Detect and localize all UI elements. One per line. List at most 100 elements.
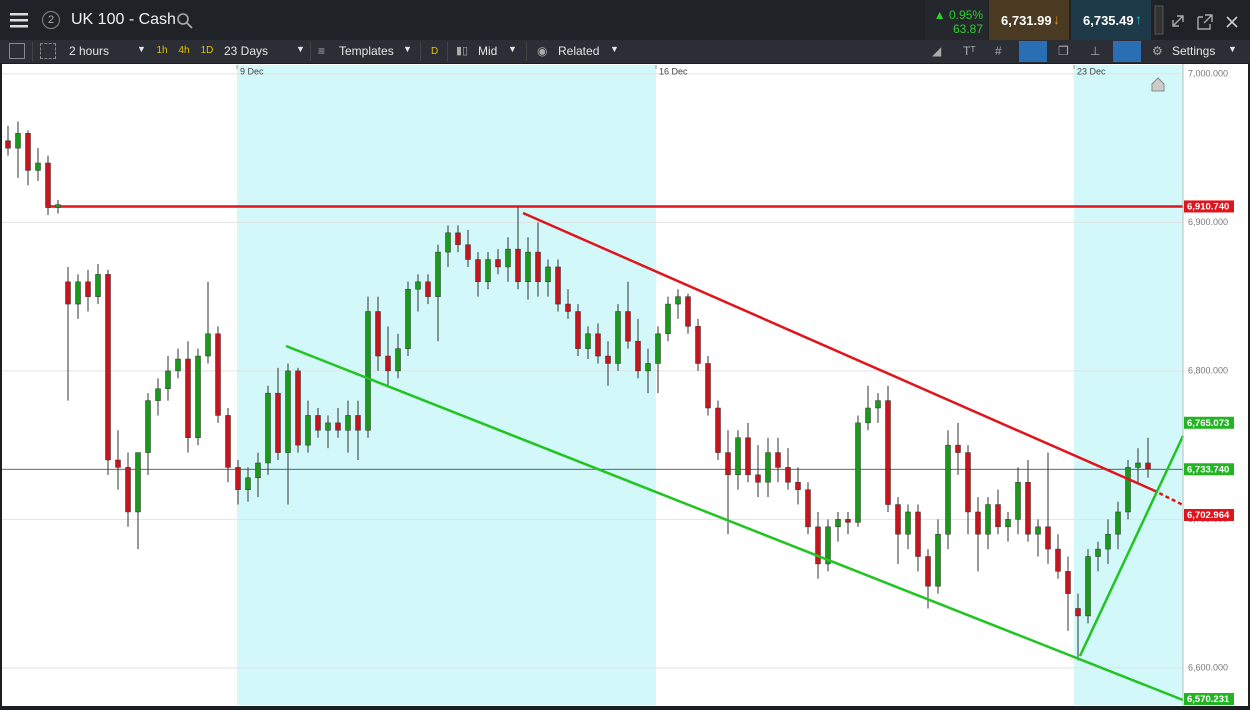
candle-body xyxy=(215,333,221,416)
dropdown-caret: ▼ xyxy=(403,44,412,54)
level-label: 6,910.740 xyxy=(1187,201,1229,212)
candle-body xyxy=(365,311,371,431)
candle-body xyxy=(115,459,121,468)
candle-body xyxy=(615,311,621,364)
candle-body xyxy=(135,452,141,513)
sell-button[interactable]: 6,731.99 ↓ xyxy=(989,0,1069,40)
interval-select[interactable]: 2 hours xyxy=(69,44,109,58)
candle-body xyxy=(845,519,851,523)
level-label: 6,702.964 xyxy=(1187,510,1230,521)
active-tool[interactable] xyxy=(1113,41,1141,62)
quick-interval[interactable]: 4h xyxy=(178,45,190,56)
dropdown-caret: ▼ xyxy=(1228,44,1237,54)
candle-body xyxy=(325,422,331,431)
candle-body xyxy=(965,452,971,513)
candle-body xyxy=(495,259,501,268)
candle-body xyxy=(945,444,951,535)
candle-body xyxy=(985,504,991,535)
candle-body xyxy=(565,303,571,312)
candle-body xyxy=(1105,533,1111,550)
candle-body xyxy=(245,477,251,490)
search-icon[interactable] xyxy=(177,13,193,29)
home-icon[interactable] xyxy=(1151,77,1165,92)
y-tick-label: 6,800.000 xyxy=(1188,365,1228,375)
grid-tool-icon[interactable]: # xyxy=(995,44,1002,58)
y-tick-label: 6,900.000 xyxy=(1188,217,1228,227)
week-shading xyxy=(1074,65,1183,705)
candle-body xyxy=(805,489,811,528)
level-label: 6,765.073 xyxy=(1187,418,1229,429)
candle-body xyxy=(875,400,881,409)
quick-interval[interactable]: 1D xyxy=(200,45,214,56)
dropdown-caret: ▼ xyxy=(296,44,305,54)
candle-body xyxy=(605,355,611,364)
x-tick-label: 9 Dec xyxy=(240,66,264,76)
active-tool[interactable] xyxy=(1019,41,1047,62)
candle-body xyxy=(725,452,731,476)
candle-body xyxy=(165,370,171,389)
candle-body xyxy=(85,281,91,297)
candle-body xyxy=(265,392,271,464)
candle-body xyxy=(95,274,101,297)
candle-body xyxy=(355,415,361,431)
candle-body xyxy=(225,415,231,468)
candle-body xyxy=(405,288,411,349)
candle-body xyxy=(395,348,401,372)
panel-icon[interactable] xyxy=(9,43,25,59)
candle-body xyxy=(335,422,341,431)
candle-body xyxy=(675,296,681,305)
popout-icon[interactable] xyxy=(1197,14,1213,30)
change-box: ▲ 0.95% 63.87 xyxy=(925,0,988,40)
candle-body xyxy=(15,133,21,149)
candle-body xyxy=(55,204,61,208)
layout-icon[interactable] xyxy=(40,43,56,59)
chart-type-icon: ▮▯ xyxy=(456,45,469,57)
settings-icon[interactable]: ⚙ xyxy=(1152,44,1163,58)
d-button[interactable]: D xyxy=(431,46,439,57)
level-label: 6,733.740 xyxy=(1187,464,1229,475)
candle-body xyxy=(905,511,911,535)
draw-tool-icon[interactable]: ◢ xyxy=(932,44,942,58)
quick-interval[interactable]: 1h xyxy=(156,45,168,56)
candle-body xyxy=(345,415,351,431)
indicator-icon[interactable]: ⊥ xyxy=(1090,44,1101,58)
templates-icon: ≡ xyxy=(318,44,326,58)
dropdown-caret: ▼ xyxy=(137,44,146,54)
level-tag xyxy=(1184,416,1234,429)
dropdown-caret: ▼ xyxy=(610,44,619,54)
close-icon[interactable] xyxy=(1226,16,1238,28)
workspace-badge[interactable]: 2 xyxy=(42,11,60,29)
candle-body xyxy=(1125,467,1131,513)
related-button[interactable]: Related xyxy=(558,44,600,58)
candle-body xyxy=(35,162,41,171)
menu-icon[interactable] xyxy=(10,12,28,28)
templates-button[interactable]: Templates xyxy=(339,44,394,58)
candle-body xyxy=(285,370,291,453)
candle-body xyxy=(935,533,941,587)
candle-body xyxy=(555,266,561,305)
window-controls xyxy=(1154,5,1238,35)
candle-body xyxy=(855,422,861,523)
candle-body xyxy=(1095,548,1101,557)
settings-button[interactable]: Settings xyxy=(1172,44,1216,58)
level-label: 6,570.231 xyxy=(1187,694,1230,705)
expand-icon[interactable] xyxy=(1172,15,1184,27)
candle-body xyxy=(525,251,531,283)
change-pct-value: 0.95% xyxy=(948,8,983,22)
related-icon: ◉ xyxy=(537,44,548,58)
candle-body xyxy=(575,311,581,349)
text-tool-icon[interactable]: Tᵀ xyxy=(963,44,976,58)
price-type-select[interactable]: Mid xyxy=(478,44,498,58)
candle-body xyxy=(435,251,441,297)
layers-icon[interactable]: ❐ xyxy=(1058,44,1069,58)
range-select[interactable]: 23 Days xyxy=(224,44,268,58)
level-tag xyxy=(1184,693,1234,705)
candle-body xyxy=(195,355,201,438)
buy-button[interactable]: 6,735.49 ↑ xyxy=(1071,0,1151,40)
candle-body xyxy=(1045,526,1051,550)
candle-body xyxy=(1115,511,1121,535)
buy-arrow: ↑ xyxy=(1135,11,1142,27)
instrument-title: UK 100 - Cash xyxy=(71,11,176,28)
candle-body xyxy=(715,407,721,453)
candle-body xyxy=(735,437,741,476)
